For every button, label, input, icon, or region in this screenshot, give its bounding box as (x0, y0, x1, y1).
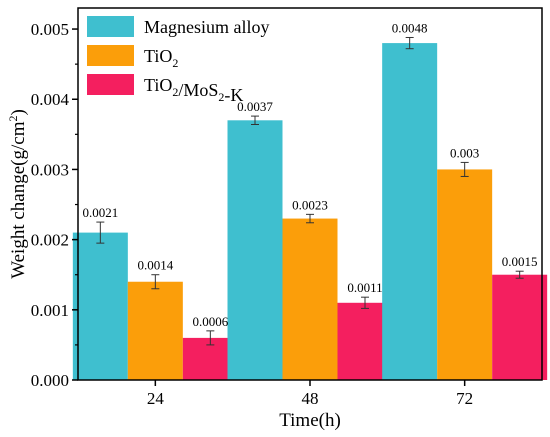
x-tick-label: 72 (456, 389, 473, 408)
error-bars (96, 36, 524, 346)
bar (437, 169, 493, 380)
y-tick-label: 0.002 (31, 231, 69, 250)
bar (282, 218, 338, 380)
data-labels: 0.0021 0.0014 0.0006 0.0037 0.0023 0.0011 0.00… (82, 20, 537, 328)
legend-swatch (87, 45, 134, 66)
legend-swatch (87, 74, 134, 95)
bar (382, 43, 438, 381)
y-tick-label: 0.003 (31, 160, 69, 179)
data-label: 0.003 (450, 145, 479, 160)
data-label: 0.0014 (137, 258, 173, 273)
x-tick-label: 24 (147, 389, 165, 408)
y-tick-label: 0.004 (31, 90, 70, 109)
legend: Magnesium alloy TiO2 TiO2/MoS2-K (87, 16, 269, 105)
data-label: 0.0006 (192, 314, 228, 329)
data-label: 0.0037 (237, 99, 273, 114)
y-tick-label: 0.001 (31, 301, 69, 320)
bar (492, 274, 548, 380)
plot-bars (72, 43, 548, 381)
y-tick-label: 0.005 (31, 20, 69, 39)
x-axis-title: Time(h) (279, 410, 341, 431)
bar (72, 232, 128, 380)
legend-swatch (87, 16, 134, 37)
legend-label: Magnesium alloy (144, 17, 269, 37)
legend-label: TiO2 (144, 46, 178, 70)
y-axis: 0.000 0.001 0.002 0.003 0.004 0.005 (31, 20, 78, 390)
data-label: 0.0011 (347, 280, 382, 295)
data-label: 0.0023 (292, 197, 328, 212)
y-tick-label: 0.000 (31, 371, 69, 390)
x-tick-label: 48 (302, 389, 319, 408)
data-label: 0.0048 (392, 20, 428, 35)
data-label: 0.0021 (82, 205, 118, 220)
data-label: 0.0015 (502, 254, 538, 269)
x-axis: 24 48 72 (147, 380, 473, 408)
bar (227, 120, 283, 381)
y-axis-title: Weight change(g/cm2) (6, 109, 29, 279)
legend-label: TiO2/MoS2-K (144, 75, 243, 105)
bar (127, 281, 183, 380)
